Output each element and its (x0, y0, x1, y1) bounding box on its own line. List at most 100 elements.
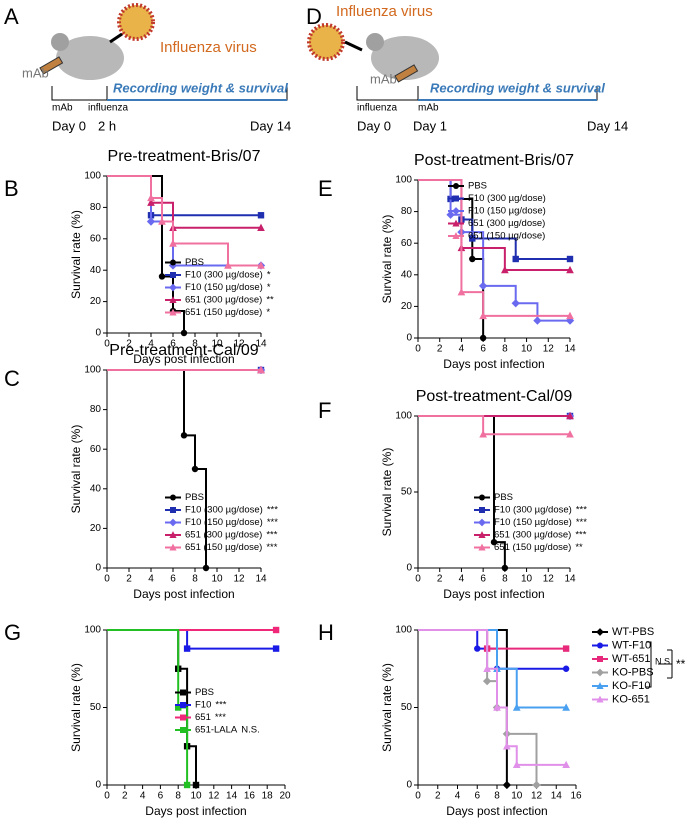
y-axis-title: Survival rate (%) (380, 448, 394, 537)
y-tick-label: 0 (95, 328, 101, 339)
x-tick-label: 0 (415, 344, 421, 355)
time-label: Day 0 (357, 118, 391, 133)
marker (452, 219, 460, 227)
y-axis-title: Survival rate (%) (69, 663, 83, 752)
y-tick-label: 50 (401, 702, 413, 713)
marker (169, 518, 177, 527)
marker (257, 212, 265, 219)
legend-label: 651 (150 µg/dose) (185, 542, 262, 553)
virus-icon (307, 23, 345, 61)
legend-label: WT-651 (612, 653, 651, 665)
chart-title: Post-treatment-Bris/07 (414, 152, 574, 169)
time-label: Day 14 (587, 118, 628, 133)
y-tick-label: 50 (90, 702, 102, 713)
recording-label: Recording weight & survival (430, 80, 605, 95)
marker (180, 714, 186, 721)
x-axis-title: Days post infection (145, 804, 246, 818)
y-axis-title: Survival rate (%) (380, 663, 394, 752)
legend-label: F10 (195, 700, 211, 711)
y-tick-label: 100 (395, 625, 412, 636)
x-tick-label: 12 (208, 791, 220, 802)
y-tick-label: 40 (90, 265, 102, 276)
step-segment (472, 237, 517, 259)
marker (170, 494, 176, 501)
marker (566, 255, 574, 263)
marker (596, 668, 604, 677)
legend-label: PBS (195, 687, 214, 698)
x-tick-label: 2 (437, 574, 443, 585)
step-segment (494, 541, 506, 568)
y-tick-label: 60 (90, 444, 102, 455)
step-segment (418, 179, 463, 293)
x-tick-label: 10 (211, 574, 223, 585)
legend-significance: *** (576, 517, 587, 528)
panel-label: D (306, 4, 322, 29)
panel-label: E (318, 176, 333, 201)
legend-significance: ** (266, 295, 274, 306)
y-tick-label: 40 (90, 483, 102, 494)
mouse-icon (56, 36, 124, 80)
x-tick-label: 2 (435, 791, 441, 802)
marker (566, 411, 574, 420)
x-tick-label: 20 (279, 791, 291, 802)
y-tick-label: 80 (90, 202, 102, 213)
x-tick-label: 2 (126, 339, 132, 350)
x-tick-label: 8 (502, 344, 508, 355)
step-segment (418, 179, 452, 199)
y-tick-label: 60 (90, 233, 102, 244)
x-tick-label: 14 (551, 791, 563, 802)
y-tick-label: 20 (90, 296, 102, 307)
step-segment (418, 629, 489, 669)
event-label: influenza (357, 103, 397, 114)
marker (562, 760, 570, 769)
marker (169, 296, 177, 303)
chart-title: Pre-treatment-Cal/09 (109, 342, 258, 359)
step-segment (506, 745, 518, 765)
step-segment (483, 284, 517, 304)
x-tick-label: 0 (415, 574, 421, 585)
chart-title: Pre-treatment-Bris/07 (108, 148, 261, 165)
x-axis-title: Days post infection (443, 587, 544, 601)
legend-label: KO-PBS (612, 666, 654, 678)
chart-title: Post-treatment-Cal/09 (416, 388, 573, 405)
step-segment (184, 434, 196, 469)
arrow (109, 32, 123, 44)
marker (169, 283, 177, 292)
y-tick-label: 100 (395, 411, 412, 422)
legend-label: KO-651 (612, 693, 650, 705)
x-tick-label: 4 (140, 791, 146, 802)
marker (596, 682, 604, 689)
syringe-icon (39, 56, 64, 75)
antibody-label: mAb (370, 71, 397, 86)
legend-label: 651-LALA (195, 725, 238, 736)
y-tick-label: 0 (406, 563, 412, 574)
marker (257, 365, 265, 374)
x-tick-label: 16 (244, 791, 256, 802)
panel-label: A (4, 4, 19, 29)
marker (501, 564, 509, 572)
y-tick-label: 0 (406, 333, 412, 344)
step-segment (506, 732, 538, 785)
marker (272, 645, 280, 652)
y-tick-label: 100 (84, 625, 101, 636)
marker (180, 702, 186, 708)
step-segment (151, 201, 174, 228)
x-tick-label: 4 (459, 344, 465, 355)
marker (453, 195, 459, 202)
recording-label: Recording weight & survival (113, 80, 288, 95)
legend-label: 651 (300 µg/dose) (468, 218, 545, 229)
marker (452, 232, 460, 239)
marker (446, 210, 455, 219)
legend-label: WT-F10 (612, 639, 651, 651)
panel-label: C (4, 366, 20, 391)
step-segment (497, 706, 508, 747)
y-axis-title: Survival rate (%) (380, 215, 394, 304)
marker (257, 223, 265, 232)
virus-label: Influenza virus (336, 3, 433, 20)
x-tick-label: 4 (459, 574, 465, 585)
legend-significance: *** (266, 542, 277, 553)
marker (183, 781, 191, 789)
x-tick-label: 6 (474, 791, 480, 802)
step-segment (461, 246, 506, 271)
x-tick-label: 10 (521, 344, 533, 355)
